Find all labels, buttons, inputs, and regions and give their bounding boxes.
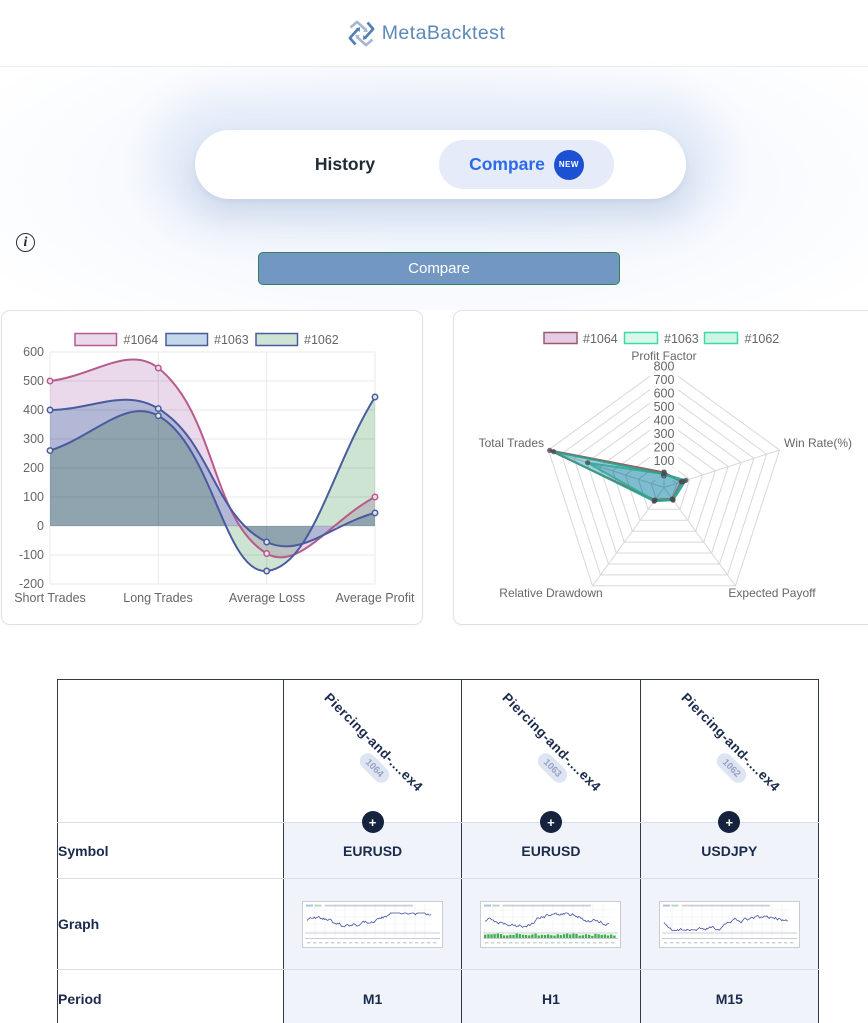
svg-text:600: 600	[654, 387, 675, 401]
svg-text:800: 800	[654, 360, 675, 374]
svg-text:#1064: #1064	[583, 332, 618, 346]
svg-text:300: 300	[23, 432, 44, 446]
svg-text:-200: -200	[19, 577, 44, 591]
svg-text:100: 100	[23, 490, 44, 504]
svg-text:500: 500	[23, 374, 44, 388]
svg-text:200: 200	[654, 441, 675, 455]
svg-text:Average Loss: Average Loss	[229, 591, 305, 605]
svg-text:#1063: #1063	[214, 333, 249, 347]
svg-text:Short Trades: Short Trades	[14, 591, 86, 605]
svg-text:-100: -100	[19, 548, 44, 562]
svg-text:#1064: #1064	[124, 333, 159, 347]
svg-text:Win Rate(%): Win Rate(%)	[784, 436, 852, 450]
svg-text:Long Trades: Long Trades	[123, 591, 193, 605]
svg-text:600: 600	[23, 345, 44, 359]
svg-text:Profit Factor: Profit Factor	[631, 349, 696, 363]
svg-text:#1062: #1062	[745, 332, 780, 346]
svg-text:Total Trades: Total Trades	[479, 436, 544, 450]
svg-text:#1062: #1062	[304, 333, 339, 347]
svg-text:400: 400	[654, 414, 675, 428]
svg-text:Average Profit: Average Profit	[336, 591, 416, 605]
svg-text:300: 300	[654, 427, 675, 441]
svg-text:Expected Payoff: Expected Payoff	[728, 586, 816, 600]
svg-text:700: 700	[654, 373, 675, 387]
svg-text:#1063: #1063	[664, 332, 699, 346]
svg-text:200: 200	[23, 461, 44, 475]
svg-text:500: 500	[654, 400, 675, 414]
svg-text:Relative Drawdown: Relative Drawdown	[499, 586, 602, 600]
svg-text:100: 100	[654, 454, 675, 468]
svg-text:0: 0	[37, 519, 44, 533]
svg-text:400: 400	[23, 403, 44, 417]
